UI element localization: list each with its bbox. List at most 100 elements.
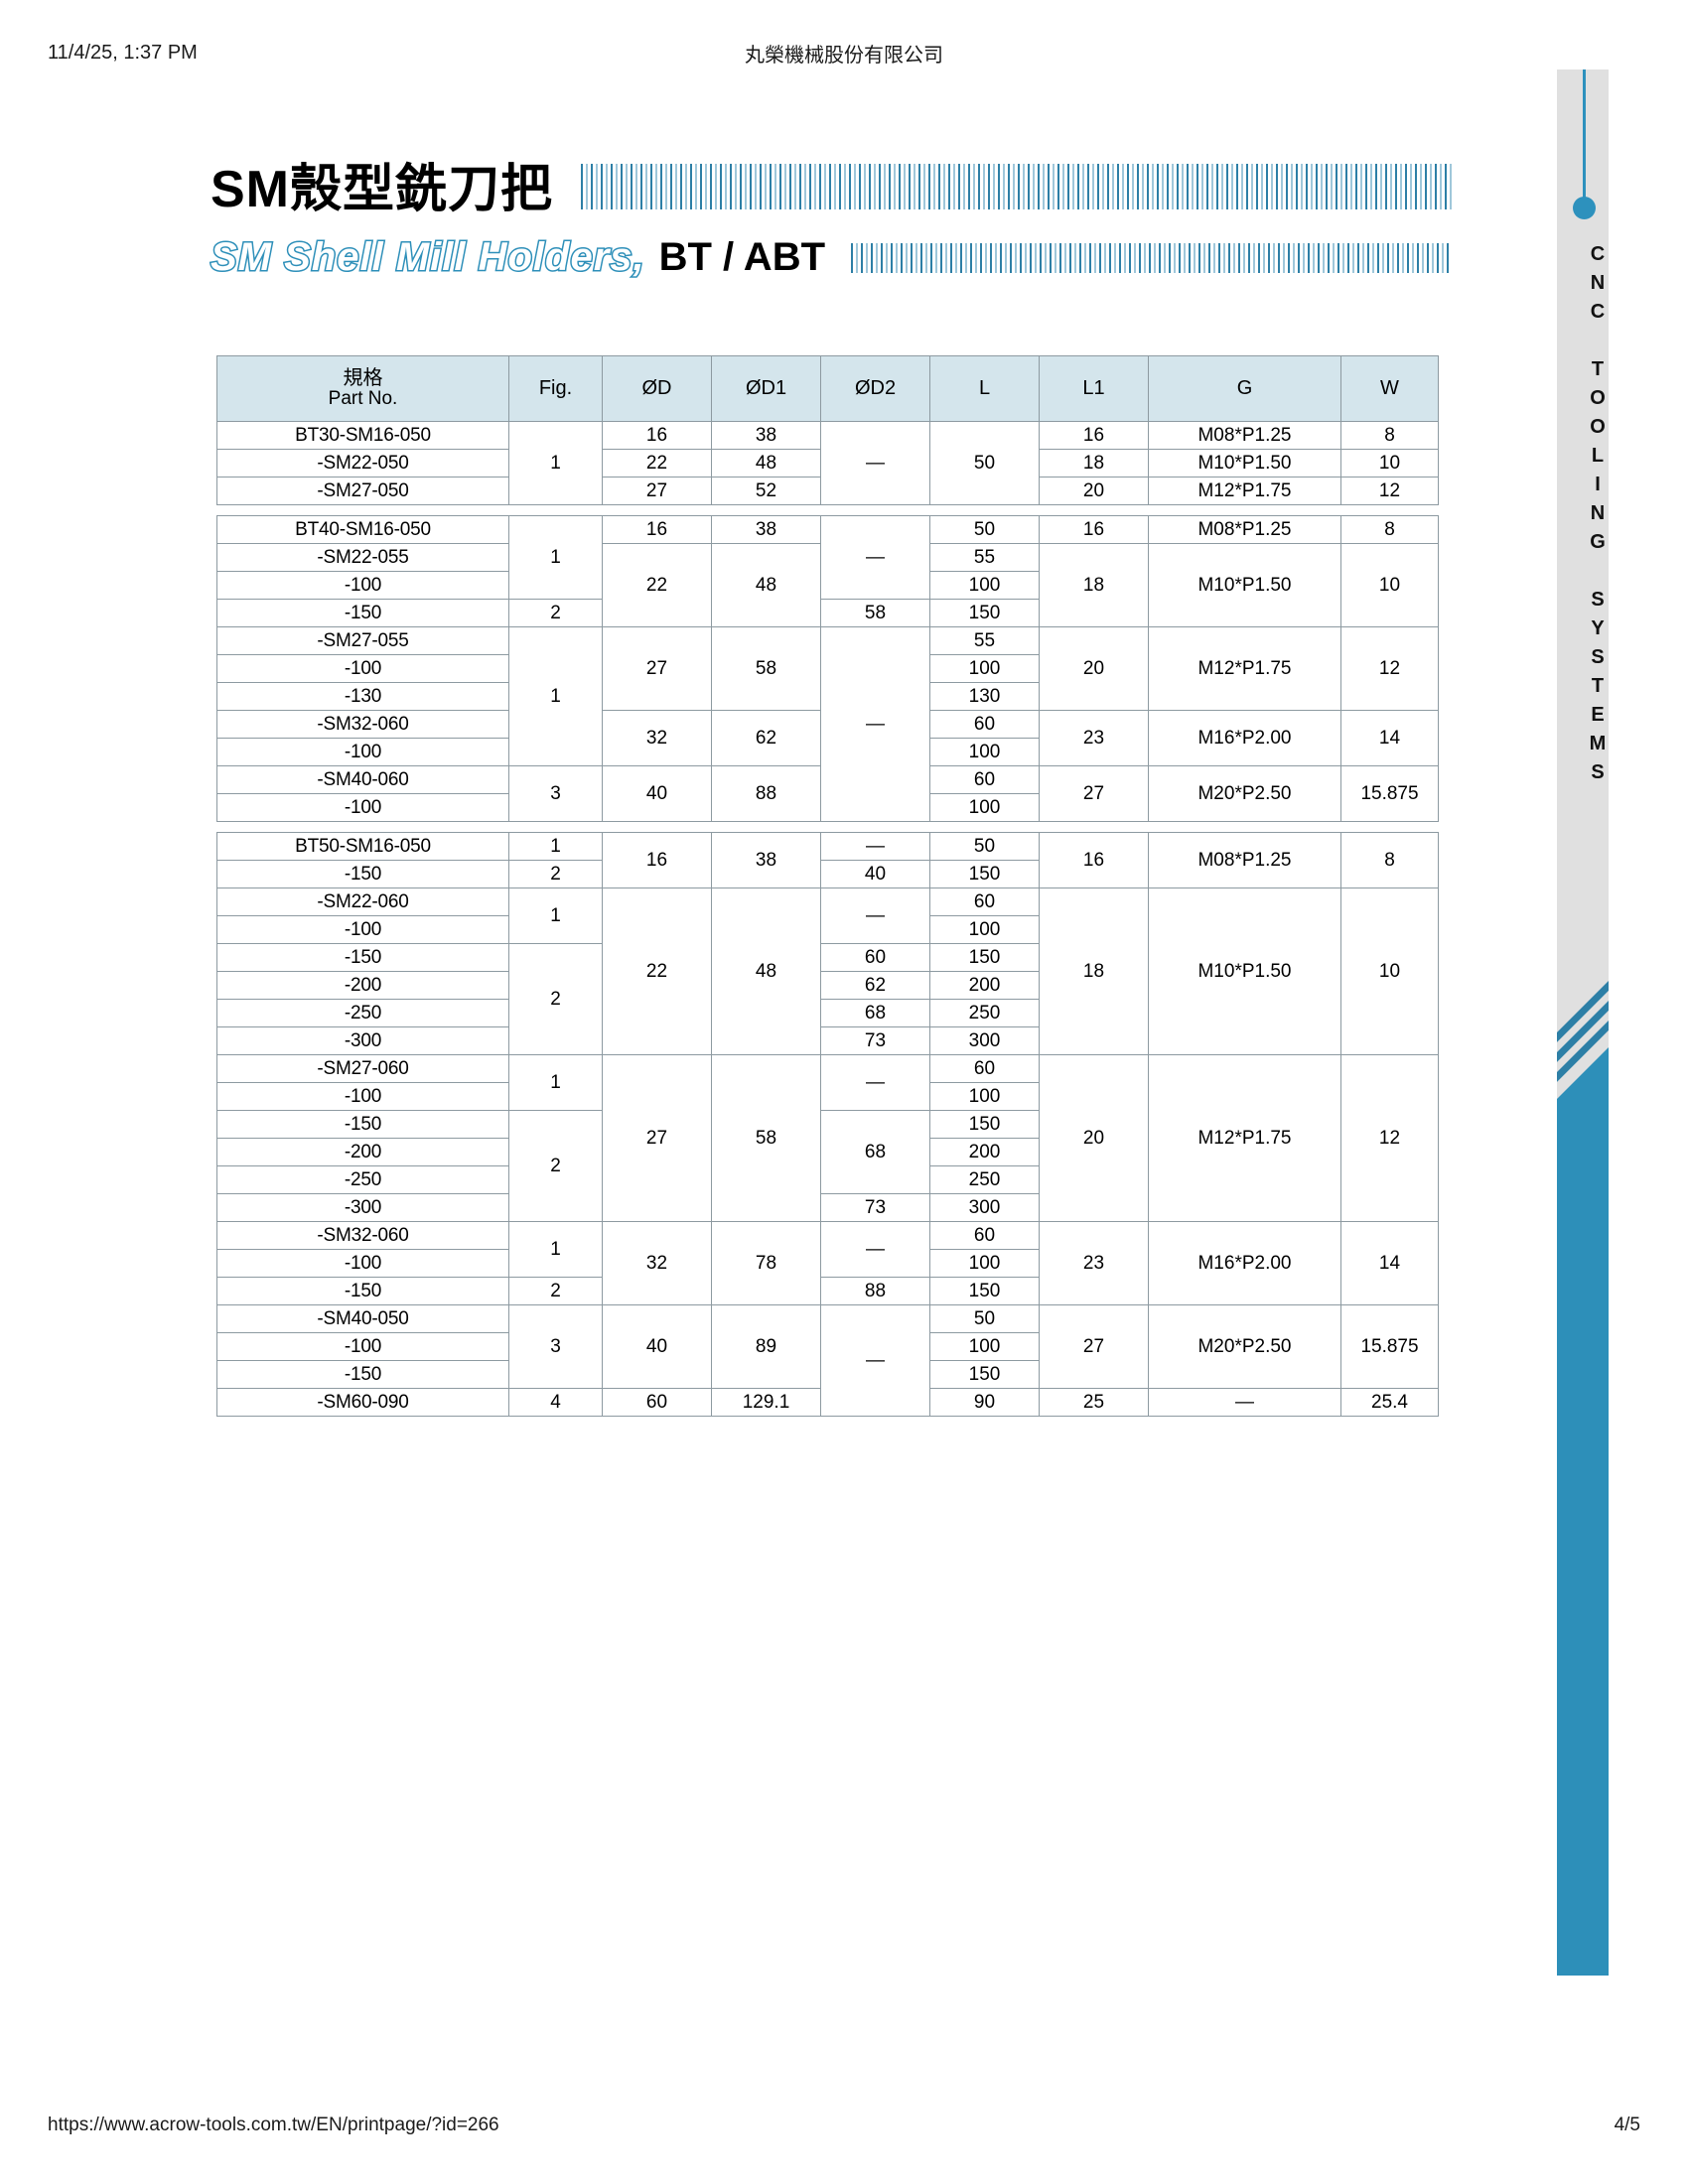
cell-w: 12	[1340, 1054, 1439, 1222]
cell-l1: 18	[1039, 449, 1149, 478]
cell-fig: 3	[508, 1304, 603, 1389]
table-row: -100 100	[216, 1082, 1439, 1111]
cell-part-no: -SM22-055	[216, 543, 509, 572]
cell-d2: 60	[820, 943, 930, 972]
cell-l: 150	[929, 1360, 1040, 1389]
cell-part-no: -250	[216, 999, 509, 1027]
cell-l: 250	[929, 999, 1040, 1027]
cell-l: 250	[929, 1165, 1040, 1194]
cell-w: 10	[1340, 887, 1439, 1055]
table-row: -150 2 40 150	[216, 860, 1439, 888]
cell-l: 50	[929, 421, 1040, 505]
cell-d: 40	[602, 1304, 712, 1389]
table-row: -150 2 68 150	[216, 1110, 1439, 1222]
col-header-fig: Fig.	[508, 355, 603, 422]
cell-d2: —	[820, 515, 930, 600]
table-row: -SM22-050 22 48 18 M10*P1.50 10	[216, 449, 1439, 478]
cell-part-no: -150	[216, 860, 509, 888]
cell-l: 150	[929, 1277, 1040, 1305]
spec-table-header-row: 規格 Part No. Fig. ØD ØD1 ØD2 L L1 G W	[216, 355, 1439, 422]
cell-fig: 3	[508, 765, 603, 822]
cell-g: M08*P1.25	[1148, 832, 1341, 888]
table-row: -SM40-050 3 40 89—50 27 M20*P2.50 15.875	[216, 1304, 1439, 1417]
banner-stem-line	[1583, 69, 1586, 199]
cell-d1: 48	[711, 449, 821, 478]
cell-l1: 20	[1039, 477, 1149, 505]
table-row: -100 100	[216, 738, 1439, 766]
spec-table-container: 規格 Part No. Fig. ØD ØD1 ØD2 L L1 G W BT3…	[216, 355, 1439, 1417]
cell-d2: 62	[820, 971, 930, 1000]
cell-l1: 18	[1039, 887, 1149, 1055]
spec-table-group-gap	[216, 821, 1439, 833]
cell-d2: —	[820, 1054, 930, 1111]
cell-fig: 1	[508, 1221, 603, 1278]
cell-l: 50	[929, 515, 1040, 544]
cell-l1: 16	[1039, 515, 1149, 544]
cell-part-no: -100	[216, 915, 509, 944]
cell-part-no: BT30-SM16-050	[216, 421, 509, 450]
cell-l: 100	[929, 654, 1040, 683]
print-footer-url: https://www.acrow-tools.com.tw/EN/printp…	[48, 2115, 499, 2135]
cell-part-no: -SM22-060	[216, 887, 509, 916]
cell-part-no: BT40-SM16-050	[216, 515, 509, 544]
cell-l: 200	[929, 971, 1040, 1000]
cell-part-no: -300	[216, 1193, 509, 1222]
col-header-w: W	[1340, 355, 1439, 422]
table-row: -100 100	[216, 654, 1439, 683]
table-row: -SM60-090 4 60 129.1 90 25—25.4	[216, 1388, 1439, 1417]
cell-part-no: -150	[216, 1277, 509, 1305]
cell-fig: 1	[508, 515, 603, 600]
cell-d2: 68	[820, 999, 930, 1027]
cell-part-no: -100	[216, 1332, 509, 1361]
cell-d: 32	[602, 1221, 712, 1305]
cell-w: 12	[1340, 477, 1439, 505]
cell-w: 14	[1340, 710, 1439, 766]
cell-d1: 58	[711, 626, 821, 711]
table-row: -SM40-060 3 40 88 60 27 M20*P2.50 15.875	[216, 765, 1439, 822]
cell-l1: 23	[1039, 1221, 1149, 1305]
cell-part-no: -300	[216, 1026, 509, 1055]
cell-l1: 20	[1039, 626, 1149, 711]
cell-d: 27	[602, 477, 712, 505]
cell-d1: 48	[711, 543, 821, 627]
cell-l: 100	[929, 1082, 1040, 1111]
side-banner: CNC TOOLING SYSTEMS	[1557, 69, 1609, 1976]
cell-w: 8	[1340, 832, 1439, 888]
spec-table-head: 規格 Part No. Fig. ØD ØD1 ØD2 L L1 G W	[216, 355, 1439, 422]
cell-l1: 18	[1039, 543, 1149, 627]
cell-l: 55	[929, 543, 1040, 572]
cell-part-no: -100	[216, 1082, 509, 1111]
cell-d2: —	[820, 421, 930, 505]
cell-d: 16	[602, 515, 712, 544]
title-hatch-decoration	[581, 164, 1452, 209]
cell-l1: 25	[1039, 1388, 1149, 1417]
cell-l: 150	[929, 599, 1040, 627]
cell-d1: 88	[711, 765, 821, 822]
cell-part-no: -SM22-050	[216, 449, 509, 478]
cell-part-no: -150	[216, 943, 509, 972]
cell-l: 90	[929, 1388, 1040, 1417]
col-header-d2: ØD2	[820, 355, 930, 422]
cell-l: 60	[929, 765, 1040, 794]
cell-l: 150	[929, 943, 1040, 972]
cell-w: 15.875	[1340, 1304, 1439, 1389]
cell-d2: —	[820, 626, 930, 822]
cell-part-no: -130	[216, 682, 509, 711]
cell-d2: 73	[820, 1193, 930, 1222]
title-hatch-decoration-2	[851, 243, 1452, 273]
table-row: -100 100	[216, 571, 1439, 600]
cell-d: 27	[602, 626, 712, 711]
cell-w: 10	[1340, 543, 1439, 627]
cell-part-no: -SM27-060	[216, 1054, 509, 1083]
table-row: -SM22-060 1 22 48—60 18 M10*P1.50 10	[216, 887, 1439, 1055]
page-title-block: SM殼型銑刀把 SM Shell Mill Holders, BT / ABT	[210, 154, 1452, 279]
cell-l1: 23	[1039, 710, 1149, 766]
cell-d: 22	[602, 449, 712, 478]
spec-table-group-gap	[216, 504, 1439, 516]
cell-part-no: -SM60-090	[216, 1388, 509, 1417]
cell-d2: 58	[820, 599, 930, 627]
cell-g: M08*P1.25	[1148, 515, 1341, 544]
cell-part-no: -150	[216, 599, 509, 627]
cell-w: 15.875	[1340, 765, 1439, 822]
cell-fig: 4	[508, 1388, 603, 1417]
